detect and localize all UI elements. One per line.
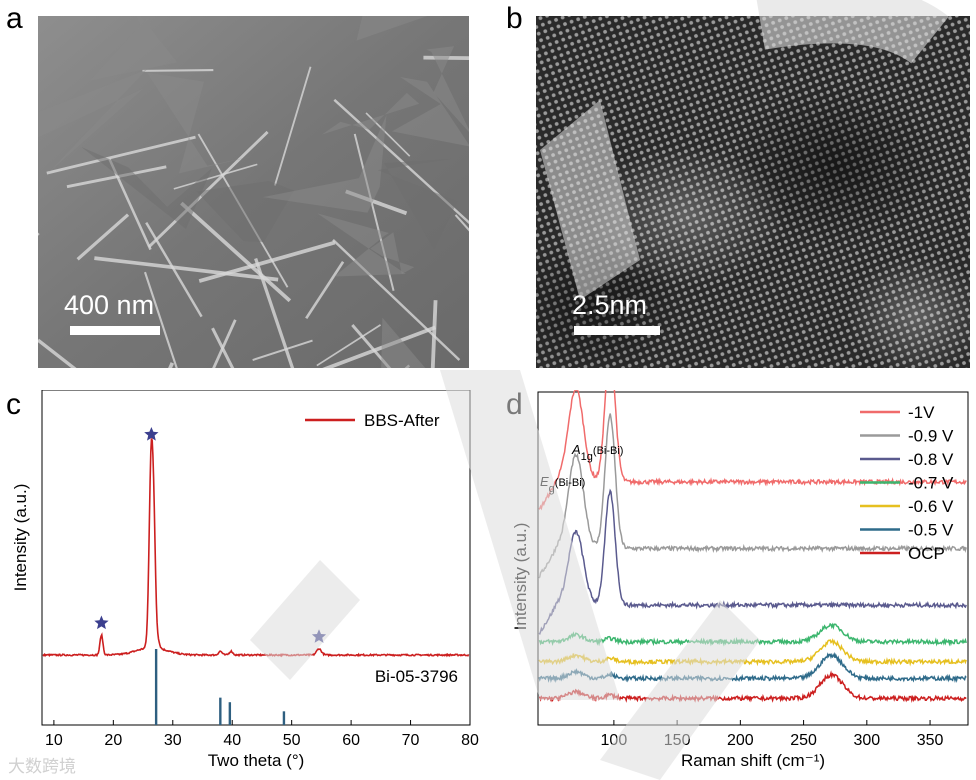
sem-flake-edge [322, 325, 436, 368]
sem-flake-edge [273, 66, 312, 186]
sem-flake [321, 92, 420, 135]
tem-image: 2.5nm [536, 16, 970, 368]
x-axis-label-c: Two theta (°) [208, 751, 305, 770]
x-tick-label-c: 60 [342, 732, 360, 749]
x-tick-label-c: 70 [402, 732, 420, 749]
x-tick-label-d: 150 [664, 732, 691, 749]
sem-flake-edge [211, 327, 235, 368]
x-tick-label-d: 250 [790, 732, 817, 749]
sem-image-texture [38, 16, 469, 368]
sem-flake [89, 16, 178, 81]
raman-series-line [538, 622, 967, 647]
legend-label-d: -0.8 V [908, 450, 954, 469]
x-tick-label-d: 300 [853, 732, 880, 749]
sem-flake-edge [94, 256, 279, 282]
x-tick-label-d: 200 [727, 732, 754, 749]
x-tick-label-c: 30 [164, 732, 182, 749]
raman-series-line [538, 488, 967, 635]
sem-flake [262, 114, 387, 213]
sem-flake-edge [212, 319, 237, 368]
y-axis-label-c: Intensity (a.u.) [11, 484, 30, 592]
sem-flake [426, 46, 469, 133]
scale-bar-label-a: 400 nm [64, 290, 155, 320]
panel-label-b: b [506, 2, 523, 35]
sem-flake [317, 213, 406, 277]
legend-label-d: -0.9 V [908, 427, 954, 446]
sem-flake-edge [305, 260, 345, 320]
x-tick-label-d: 100 [601, 732, 628, 749]
raman-series-line [538, 651, 967, 684]
x-axis-label-d: Raman shift (cm⁻¹) [681, 751, 825, 770]
y-axis-label-d: Intensity (a.u.) [511, 523, 530, 631]
raman-series-line [538, 638, 967, 667]
scale-bar-label-b: 2.5nm [572, 290, 648, 320]
peak-star-marker [311, 629, 327, 643]
sem-flake [356, 16, 428, 41]
legend-label-d: -0.7 V [908, 474, 954, 493]
sem-flake-edge [252, 339, 313, 361]
sem-flake-edge [180, 201, 292, 303]
reference-label: Bi-05-3796 [375, 667, 458, 686]
xrd-series-line [42, 438, 470, 658]
tem-image-texture [536, 16, 970, 368]
sem-flake [377, 158, 458, 250]
scale-bar-b [574, 326, 660, 335]
legend-label-d: -1V [908, 403, 935, 422]
peak-star-marker [144, 427, 159, 441]
x-tick-label-c: 10 [45, 732, 63, 749]
sem-flake-edge [145, 221, 203, 318]
sem-flake-edge [142, 69, 214, 72]
panel-label-c: c [6, 388, 21, 421]
legend-label-d: -0.5 V [908, 521, 954, 540]
panel-label-a: a [6, 2, 23, 35]
scale-bar-a [70, 326, 160, 335]
sem-flake [38, 69, 147, 174]
peak-annotation: Eg(Bi-Bi) [540, 474, 585, 495]
legend-label-c: BBS-After [364, 411, 440, 430]
sem-flake-edge [38, 338, 77, 368]
x-tick-label-d: 350 [917, 732, 944, 749]
x-tick-label-c: 80 [461, 732, 479, 749]
peak-star-marker [94, 615, 109, 630]
x-tick-label-c: 40 [223, 732, 241, 749]
sem-flake [391, 76, 469, 147]
sem-image: 400 nm [38, 16, 469, 368]
sem-flake [370, 232, 415, 275]
sem-flake-edge [332, 238, 461, 361]
sem-flake-edge [76, 213, 130, 261]
raman-series-line [538, 390, 967, 511]
sem-flake-edge [316, 324, 381, 367]
legend-label-d: OCP [908, 544, 945, 563]
watermark-text: 大数跨境 [8, 757, 76, 777]
sem-flake-edge [147, 130, 269, 248]
sem-flake [381, 317, 426, 368]
raman-chart: 100 150 200 250 300 350 Raman shift (cm⁻¹) Inte… [511, 390, 969, 770]
sem-flake-edge [143, 271, 178, 368]
xrd-chart: 10 20 30 40 50 60 70 80 Two theta (°) Intensity (… [11, 390, 479, 770]
sem-flake-edge [173, 163, 258, 190]
sem-flake [146, 72, 256, 174]
sem-flake-edge [430, 300, 438, 368]
legend-label-d: -0.6 V [908, 497, 954, 516]
x-tick-label-c: 50 [283, 732, 301, 749]
sem-flake [81, 146, 212, 229]
x-tick-label-c: 20 [104, 732, 122, 749]
sem-flake-edge [46, 135, 196, 175]
